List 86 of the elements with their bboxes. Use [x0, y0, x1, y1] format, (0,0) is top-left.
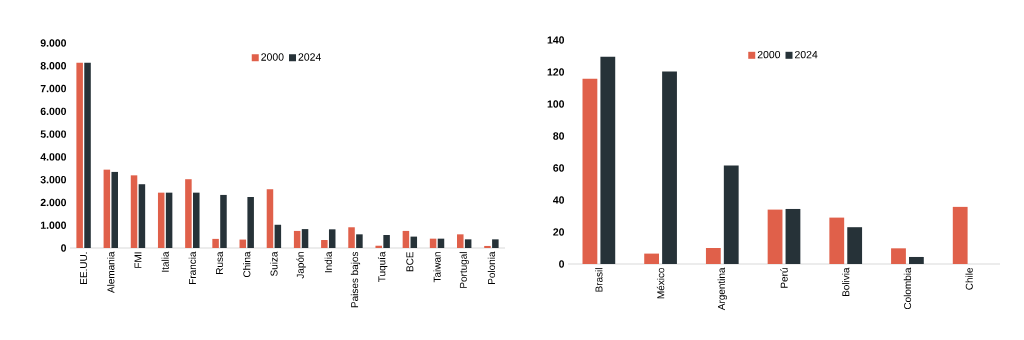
x-tick-label: India	[324, 251, 332, 273]
y-tick-label: 6.000	[40, 107, 67, 116]
bar	[600, 56, 616, 264]
y-tick-label: 8.000	[40, 62, 67, 70]
bar	[891, 248, 906, 264]
x-tick-label: Italia	[161, 251, 169, 272]
bar	[767, 209, 783, 264]
bar	[76, 62, 83, 248]
bar	[644, 253, 660, 264]
y-tick-label: 0	[559, 260, 565, 268]
y-tick-label: 0	[61, 244, 67, 252]
bar	[348, 227, 355, 248]
y-tick-label: 140	[547, 36, 565, 44]
x-tick-label: Alemania	[107, 251, 115, 294]
y-tick-label: 3.000	[40, 175, 67, 184]
bar	[908, 256, 924, 264]
bar	[301, 229, 309, 248]
legend-label: 2024	[795, 50, 818, 59]
x-tick-label: China	[243, 251, 251, 278]
bar	[383, 235, 390, 248]
bar	[328, 229, 336, 248]
bar	[185, 179, 192, 248]
x-tick-label: Rusa	[216, 251, 224, 274]
bar	[321, 240, 328, 248]
bar	[130, 175, 138, 248]
legend-label: 2000	[261, 53, 284, 61]
y-tick-label: 9.000	[40, 39, 67, 47]
x-tick-label: BCE	[406, 251, 414, 272]
bar	[157, 192, 165, 248]
y-tick-label: 1.000	[40, 221, 67, 229]
bar	[247, 196, 254, 248]
bar	[847, 227, 863, 264]
bar	[829, 217, 845, 264]
bar	[111, 171, 118, 248]
x-tick-label: Japón	[296, 252, 306, 279]
bar	[212, 238, 219, 248]
x-tick-label: Francia	[188, 251, 196, 284]
legend-label: 2024	[298, 53, 321, 61]
bar	[103, 169, 111, 248]
y-tick-label: 2.000	[40, 198, 67, 207]
bar	[266, 189, 274, 248]
x-tick-label: EE.UU.	[80, 252, 88, 284]
x-tick-label: Taiwan	[433, 252, 441, 283]
y-tick-label: 60	[553, 164, 565, 172]
x-tick-label: Argentina	[717, 267, 727, 311]
x-tick-label: Suiza	[270, 251, 278, 276]
x-tick-label: FMI	[134, 252, 142, 268]
bar	[274, 224, 282, 248]
x-tick-label: Bolivia	[842, 267, 850, 297]
legend-label: 2000	[757, 50, 781, 59]
bar	[484, 245, 491, 248]
bar	[582, 78, 598, 264]
x-tick-label: Paises bajos	[350, 251, 361, 308]
bar	[723, 165, 739, 264]
bar	[220, 194, 227, 248]
y-tick-label: 20	[553, 228, 565, 236]
x-tick-label: Brasil	[595, 268, 603, 292]
x-tick-label: Tuquía	[377, 251, 388, 282]
bar	[138, 184, 146, 248]
y-tick-label: 7.000	[40, 84, 67, 93]
x-tick-label: Portugal	[459, 252, 469, 288]
bar	[457, 234, 464, 248]
y-tick-label: 120	[547, 68, 565, 76]
y-tick-label: 100	[547, 100, 565, 108]
bar	[464, 239, 472, 248]
bar	[785, 208, 801, 264]
y-tick-label: 5.000	[40, 130, 67, 138]
bar	[952, 206, 968, 264]
y-tick-label: 40	[553, 196, 565, 204]
bar	[84, 62, 91, 248]
bar	[705, 248, 721, 264]
y-tick-label: 4.000	[40, 153, 67, 161]
bar	[492, 239, 499, 248]
x-tick-label: Polonia	[487, 251, 496, 284]
x-tick-label: México	[656, 267, 665, 299]
bar	[402, 230, 410, 248]
bar	[356, 234, 363, 248]
bar	[662, 71, 677, 264]
x-tick-label: Chile	[965, 267, 973, 290]
bar	[375, 245, 382, 248]
bar	[193, 192, 200, 248]
x-tick-label: Colombia	[903, 267, 912, 310]
bar	[165, 192, 173, 248]
bar	[293, 230, 301, 248]
y-tick-label: 80	[553, 132, 565, 140]
x-tick-label: Perú	[780, 268, 788, 288]
